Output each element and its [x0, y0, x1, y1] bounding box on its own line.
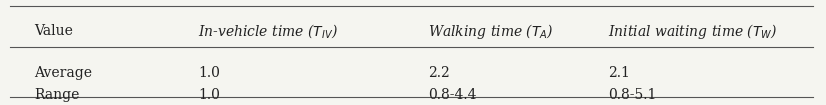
Text: Initial waiting time ($T_W$): Initial waiting time ($T_W$) [608, 22, 778, 41]
Text: 1.0: 1.0 [198, 88, 220, 102]
Text: 0.8-5.1: 0.8-5.1 [608, 88, 657, 102]
Text: 2.1: 2.1 [608, 66, 630, 80]
Text: In-vehicle time ($T_{IV}$): In-vehicle time ($T_{IV}$) [198, 22, 338, 40]
Text: Value: Value [34, 24, 73, 38]
Text: Average: Average [34, 66, 93, 80]
Text: 2.2: 2.2 [428, 66, 449, 80]
Text: 1.0: 1.0 [198, 66, 220, 80]
Text: Range: Range [34, 88, 79, 102]
Text: 0.8-4.4: 0.8-4.4 [428, 88, 477, 102]
Text: Walking time ($T_A$): Walking time ($T_A$) [428, 22, 553, 41]
